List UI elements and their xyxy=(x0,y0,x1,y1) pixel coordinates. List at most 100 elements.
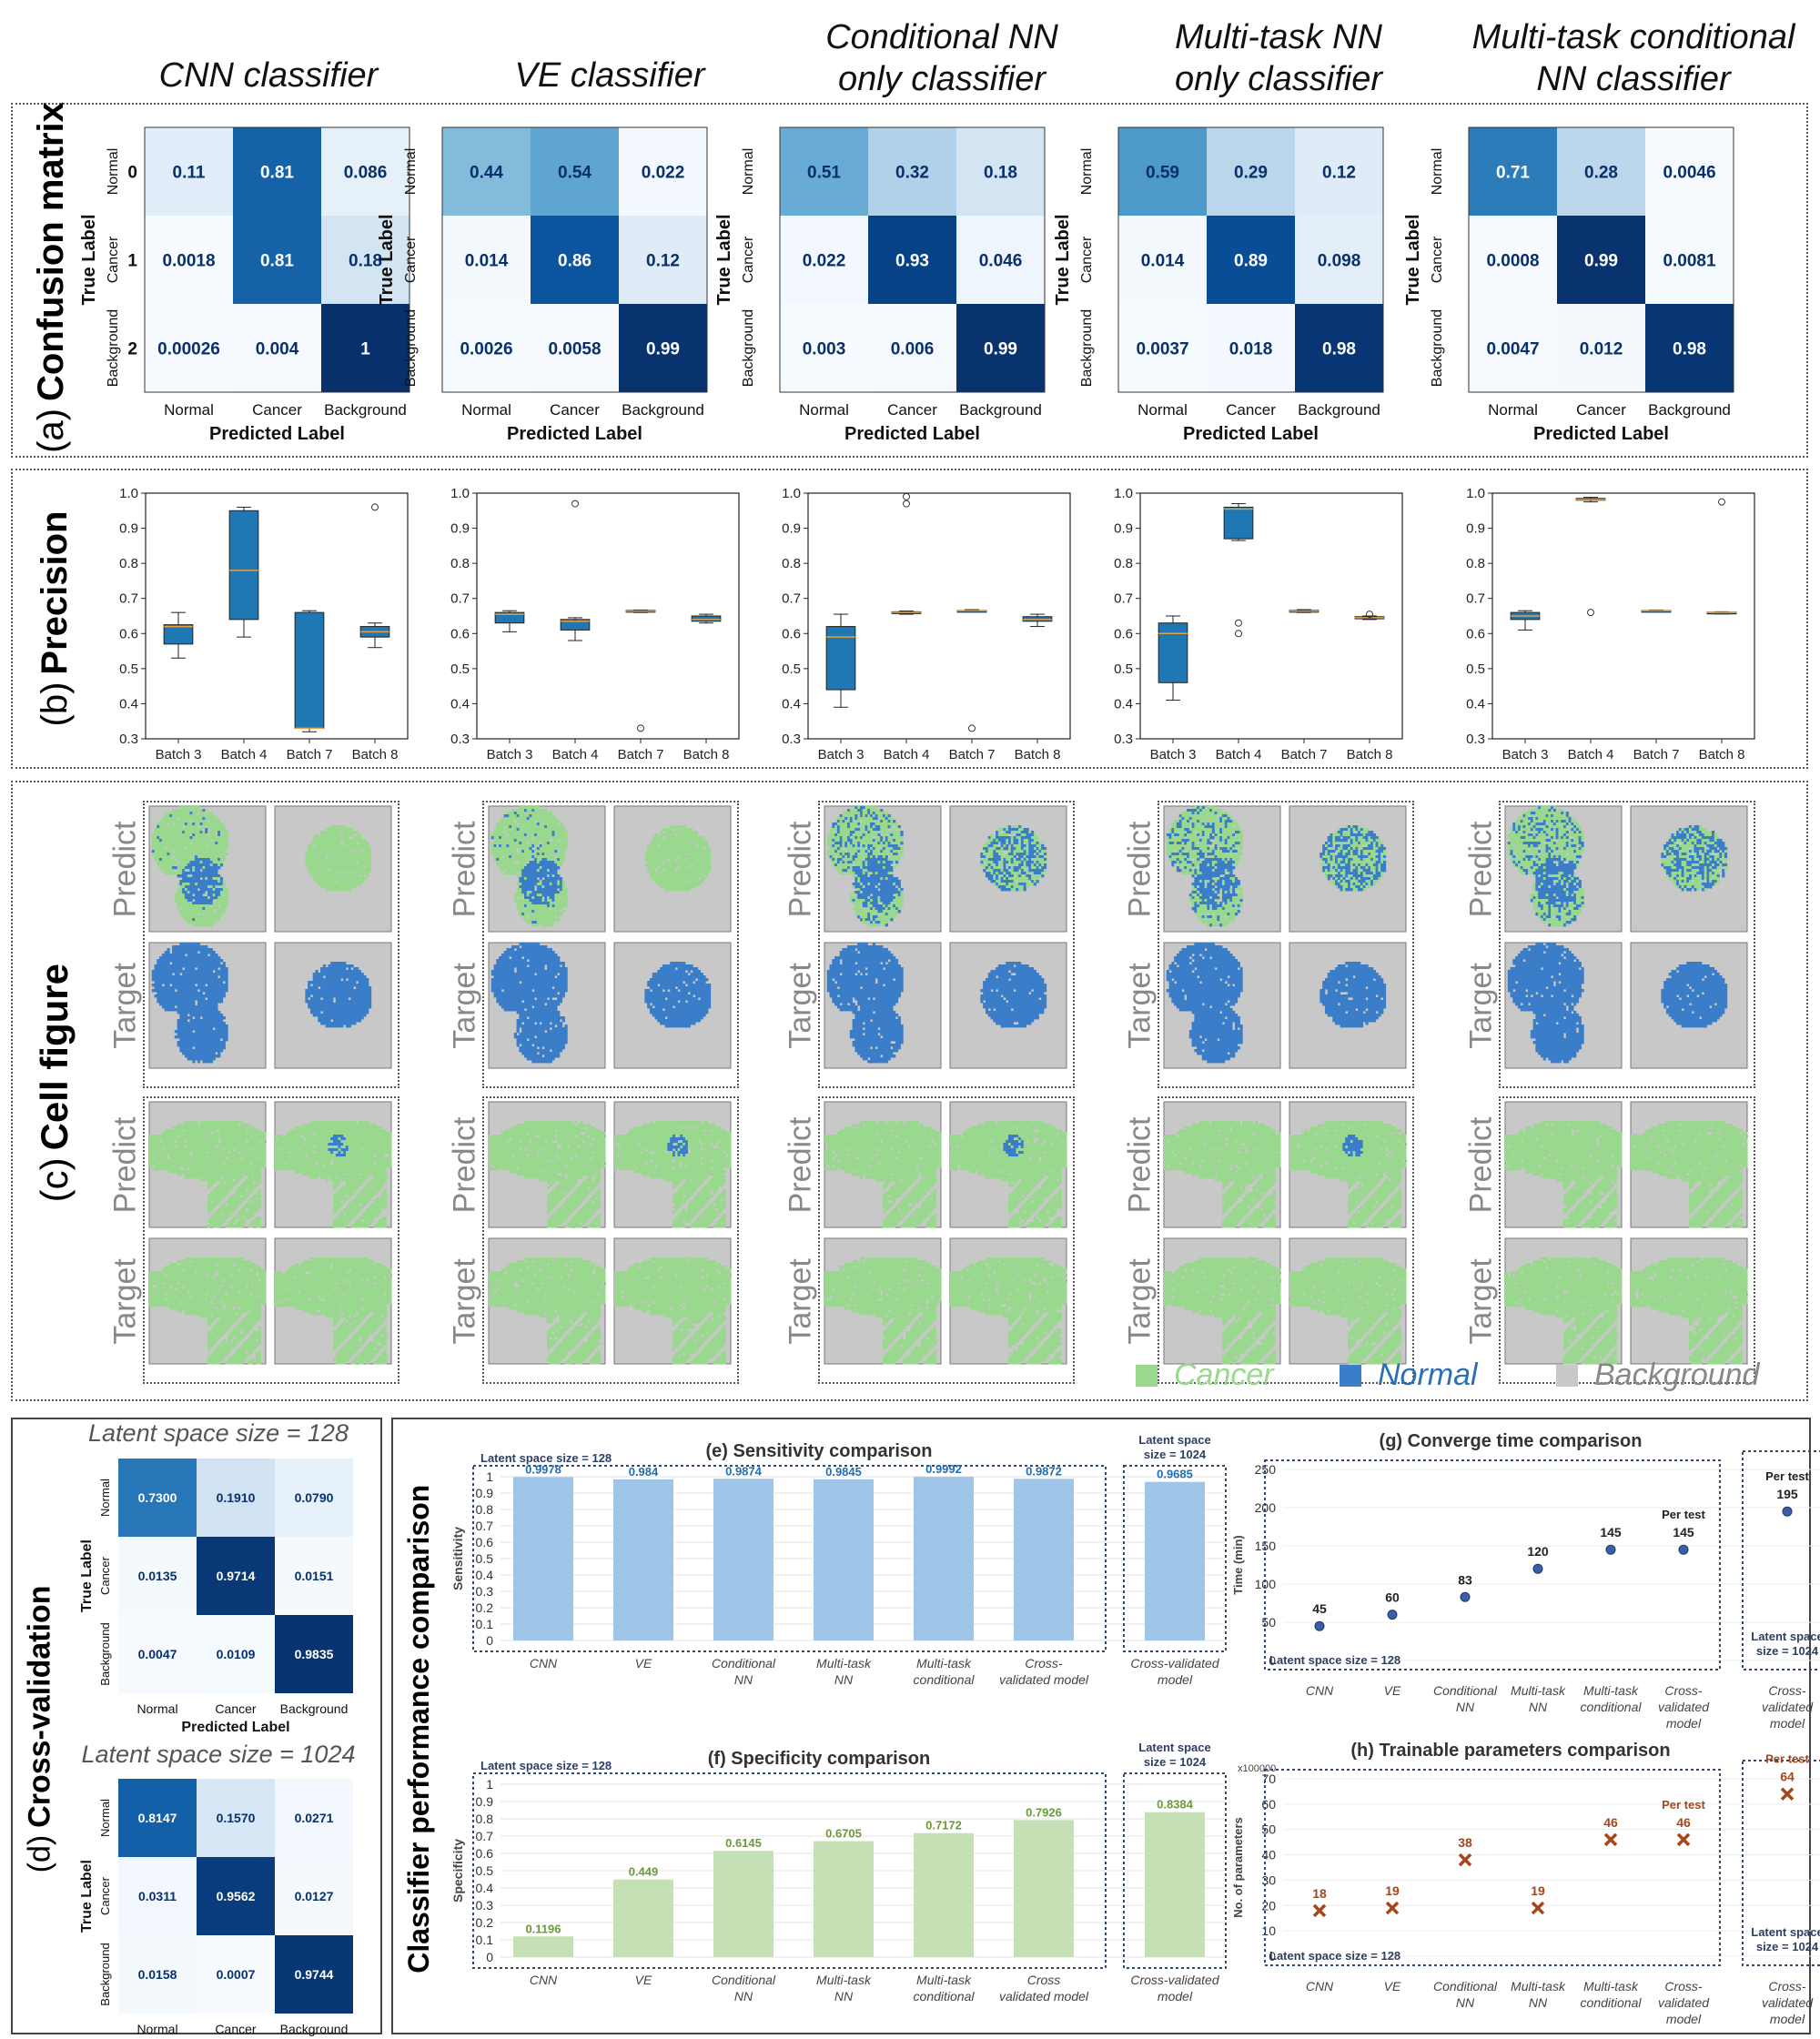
cell-pixel xyxy=(363,839,367,843)
cell-pixel xyxy=(350,885,354,889)
cell-pixel xyxy=(157,855,160,859)
cell-pixel xyxy=(209,1195,213,1198)
cell-pixel xyxy=(325,1162,329,1166)
cell-pixel xyxy=(235,1189,238,1193)
cell-pixel xyxy=(315,853,318,856)
cell-pixel xyxy=(219,959,224,963)
cell-pixel xyxy=(197,997,201,1001)
cell-pixel xyxy=(172,1154,176,1157)
cell-pixel xyxy=(202,1044,206,1047)
cell-pixel xyxy=(179,891,183,894)
cell-pixel xyxy=(192,1003,196,1006)
cell-pixel xyxy=(161,1159,166,1163)
cell-pixel xyxy=(228,1181,231,1185)
cell-pixel xyxy=(187,1000,190,1004)
cell-pixel xyxy=(242,1195,247,1198)
cell-pixel xyxy=(207,1049,211,1053)
cell-pixel xyxy=(177,1159,180,1163)
cell-pixel xyxy=(197,1003,201,1006)
cell-pixel xyxy=(348,1011,351,1014)
cell-pixel xyxy=(348,1208,351,1212)
cell-pixel xyxy=(308,1126,311,1130)
cell-pixel xyxy=(202,1126,206,1130)
cell-pixel xyxy=(219,885,224,889)
cell-pixel xyxy=(238,1148,241,1152)
cell-pixel xyxy=(205,1060,208,1064)
cell-pixel xyxy=(205,883,208,886)
cell-pixel xyxy=(350,1216,354,1220)
cell-pixel xyxy=(343,964,347,968)
cell-pixel xyxy=(232,1162,237,1166)
cell-pixel xyxy=(358,839,362,843)
cell-pixel xyxy=(322,986,327,990)
matrix-cell xyxy=(1557,127,1645,216)
cell-pixel xyxy=(275,1154,278,1157)
cell-pixel xyxy=(209,812,213,815)
cell-pixel xyxy=(225,847,228,851)
cell-pixel xyxy=(184,806,188,810)
cell-pixel xyxy=(212,1159,216,1163)
cell-pixel xyxy=(353,853,357,856)
cell-pixel xyxy=(330,877,334,881)
cell-pixel xyxy=(279,1159,283,1163)
outlier-point xyxy=(903,492,910,500)
cell-pixel xyxy=(309,1000,314,1004)
cell-pixel xyxy=(338,1005,341,1009)
cell-pixel xyxy=(230,1173,234,1176)
cell-pixel xyxy=(338,1008,341,1012)
cell-pixel xyxy=(309,1011,314,1014)
cell-pixel xyxy=(199,1167,203,1171)
cell-pixel xyxy=(358,989,362,993)
cell-pixel xyxy=(217,899,221,903)
cell-pixel xyxy=(209,1159,213,1163)
cell-pixel xyxy=(167,967,170,971)
cell-pixel xyxy=(212,918,216,922)
cell-pixel xyxy=(358,973,362,976)
cell-pixel xyxy=(292,1129,296,1133)
cell-pixel xyxy=(154,1151,157,1155)
cell-pixel xyxy=(330,863,334,867)
cell-pixel xyxy=(215,994,218,998)
cell-pixel xyxy=(172,1132,176,1136)
cell-pixel xyxy=(197,915,201,919)
cell-pixel xyxy=(177,1129,180,1133)
cell-pixel xyxy=(182,877,186,881)
cell-pixel xyxy=(222,1016,226,1020)
cell-pixel xyxy=(335,1005,339,1009)
cell-pixel xyxy=(350,970,354,974)
cell-pixel xyxy=(215,1189,218,1193)
cell-pixel xyxy=(179,853,183,856)
cell-pixel xyxy=(212,1044,216,1047)
cell-pixel xyxy=(182,855,186,859)
cell-pixel xyxy=(179,967,183,971)
cell-pixel xyxy=(174,828,178,832)
cell-pixel xyxy=(248,1186,251,1190)
cell-pixel xyxy=(177,850,180,853)
cell-pixel xyxy=(368,986,372,990)
cell-pixel xyxy=(330,1176,334,1179)
cell-pixel xyxy=(340,1154,344,1157)
cell-pixel xyxy=(298,1162,301,1166)
cell-pixel xyxy=(199,880,203,883)
cell-pixel xyxy=(250,1165,254,1168)
cell-pixel xyxy=(212,1019,216,1023)
cell-pixel xyxy=(199,1156,203,1160)
cell-pixel xyxy=(350,1186,354,1190)
cell-pixel xyxy=(217,986,221,990)
cell-pixel xyxy=(325,863,329,867)
cell-pixel xyxy=(197,992,201,995)
cell-pixel xyxy=(157,1165,160,1168)
cell-pixel xyxy=(184,1005,188,1009)
x-tick-label: Background xyxy=(324,401,407,419)
cell-pixel xyxy=(338,1203,341,1206)
cell-pixel xyxy=(167,855,170,859)
cell-pixel xyxy=(335,833,339,837)
cell-pixel xyxy=(192,885,196,889)
cell-pixel xyxy=(225,1206,228,1209)
cell-pixel xyxy=(184,1151,188,1155)
cell-pixel xyxy=(219,1151,224,1155)
cell-pixel xyxy=(356,839,359,843)
cell-pixel xyxy=(189,964,193,968)
cell-pixel xyxy=(202,891,206,894)
cell-pixel xyxy=(154,994,157,998)
